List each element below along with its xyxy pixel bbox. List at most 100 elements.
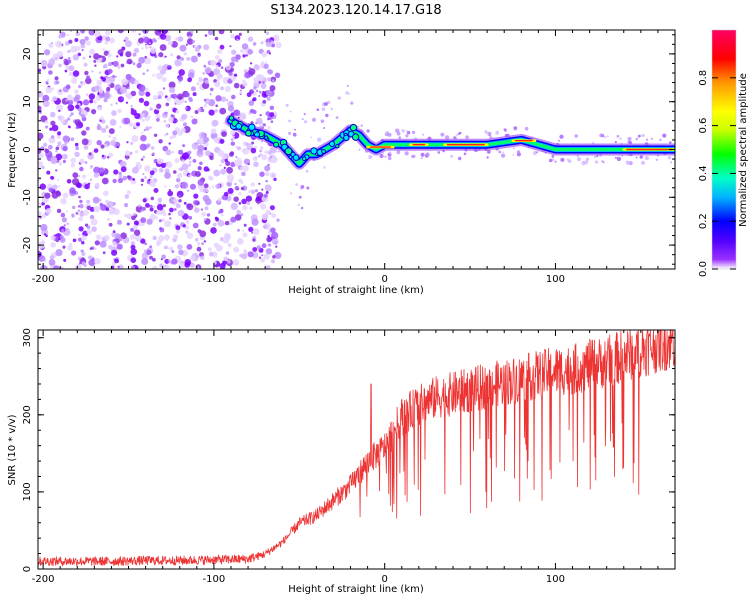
noise-blob bbox=[250, 182, 255, 187]
noise-blob bbox=[149, 47, 157, 54]
noise-blob bbox=[160, 162, 167, 169]
noise-blob bbox=[224, 220, 230, 226]
scatter-point bbox=[401, 129, 405, 133]
noise-blob bbox=[152, 235, 157, 241]
noise-blob bbox=[194, 207, 200, 213]
noise-blob bbox=[186, 244, 193, 250]
noise-blob bbox=[121, 98, 124, 100]
scatter-point bbox=[285, 103, 289, 107]
ridge-blob bbox=[284, 147, 293, 156]
noise-blob bbox=[88, 30, 96, 36]
noise-blob bbox=[253, 161, 259, 168]
x-tick-label: 0 bbox=[381, 574, 387, 585]
noise-blob bbox=[132, 62, 136, 66]
scatter-point bbox=[603, 135, 607, 139]
noise-blob bbox=[116, 219, 122, 225]
noise-blob bbox=[203, 183, 209, 189]
noise-blob bbox=[48, 187, 54, 193]
noise-blob bbox=[202, 195, 210, 202]
noise-blob bbox=[201, 211, 207, 217]
noise-blob bbox=[88, 259, 96, 267]
noise-blob bbox=[140, 183, 144, 186]
snr-panel: -200 -100 0 100 0 100 200 300 Height of straigh… bbox=[7, 328, 676, 595]
noise-blob bbox=[70, 137, 75, 141]
noise-blob bbox=[53, 265, 60, 269]
x-tick-label: -200 bbox=[32, 574, 55, 585]
noise-blob bbox=[98, 88, 104, 94]
noise-blob bbox=[220, 213, 224, 217]
noise-blob bbox=[66, 210, 69, 213]
scatter-point bbox=[645, 138, 649, 141]
noise-blob bbox=[161, 209, 165, 214]
scatter-point bbox=[606, 135, 609, 138]
noise-blob bbox=[51, 124, 59, 132]
noise-blob bbox=[45, 234, 48, 238]
noise-blob bbox=[240, 186, 245, 191]
noise-blob bbox=[130, 179, 137, 185]
noise-blob bbox=[182, 144, 186, 148]
scatter-point bbox=[662, 133, 667, 138]
noise-blob bbox=[186, 56, 191, 61]
noise-blob bbox=[276, 218, 280, 222]
noise-blob bbox=[188, 215, 193, 220]
noise-blob bbox=[111, 261, 116, 266]
noise-blob bbox=[241, 229, 245, 232]
noise-blob bbox=[204, 142, 209, 147]
noise-blob bbox=[252, 238, 256, 242]
noise-blob bbox=[221, 131, 227, 138]
noise-blob bbox=[123, 39, 126, 42]
noise-blob bbox=[217, 49, 223, 55]
noise-blob bbox=[224, 85, 231, 92]
noise-blob bbox=[92, 196, 100, 204]
noise-blob bbox=[110, 103, 113, 106]
noise-blob bbox=[212, 222, 217, 227]
noise-blob bbox=[139, 143, 147, 151]
noise-blob bbox=[173, 170, 177, 174]
noise-blob bbox=[225, 251, 230, 255]
noise-blob bbox=[111, 110, 117, 116]
scatter-point bbox=[305, 169, 309, 173]
noise-blob bbox=[130, 90, 137, 97]
scatter-point bbox=[259, 149, 262, 153]
noise-blob bbox=[124, 150, 131, 156]
noise-blob bbox=[141, 118, 145, 122]
noise-blob bbox=[75, 264, 82, 269]
noise-blob bbox=[223, 256, 229, 262]
scatter-point bbox=[346, 85, 349, 87]
noise-blob bbox=[125, 51, 132, 58]
noise-blob bbox=[262, 123, 266, 127]
noise-blob bbox=[133, 47, 140, 54]
scatter-point bbox=[420, 152, 425, 157]
noise-blob bbox=[59, 89, 62, 93]
snr-series-line bbox=[38, 330, 675, 567]
noise-blob bbox=[44, 148, 50, 154]
noise-blob bbox=[185, 230, 189, 234]
noise-blob bbox=[267, 243, 272, 247]
noise-blob bbox=[261, 243, 267, 249]
scatter-point bbox=[614, 140, 617, 144]
noise-blob bbox=[267, 126, 271, 130]
noise-blob bbox=[101, 77, 107, 82]
noise-blob bbox=[70, 112, 74, 116]
noise-blob bbox=[57, 141, 62, 146]
x-tick-label: 100 bbox=[546, 574, 565, 585]
scatter-point bbox=[267, 163, 270, 167]
noise-blob bbox=[78, 216, 84, 222]
noise-blob bbox=[92, 99, 97, 104]
noise-blob bbox=[60, 212, 66, 218]
y-tick-label: 10 bbox=[22, 95, 33, 108]
noise-blob bbox=[265, 209, 271, 215]
scatter-point bbox=[335, 116, 339, 119]
noise-blob bbox=[81, 49, 84, 52]
noise-blob bbox=[140, 217, 147, 224]
noise-blob bbox=[272, 34, 280, 42]
noise-blob bbox=[98, 91, 106, 99]
noise-blob bbox=[179, 44, 187, 52]
noise-blob bbox=[273, 177, 277, 181]
noise-blob bbox=[259, 203, 267, 210]
noise-blob bbox=[230, 222, 233, 225]
noise-blob bbox=[143, 36, 150, 44]
noise-blob bbox=[239, 89, 242, 92]
noise-blob bbox=[162, 64, 170, 71]
noise-blob bbox=[44, 49, 51, 56]
